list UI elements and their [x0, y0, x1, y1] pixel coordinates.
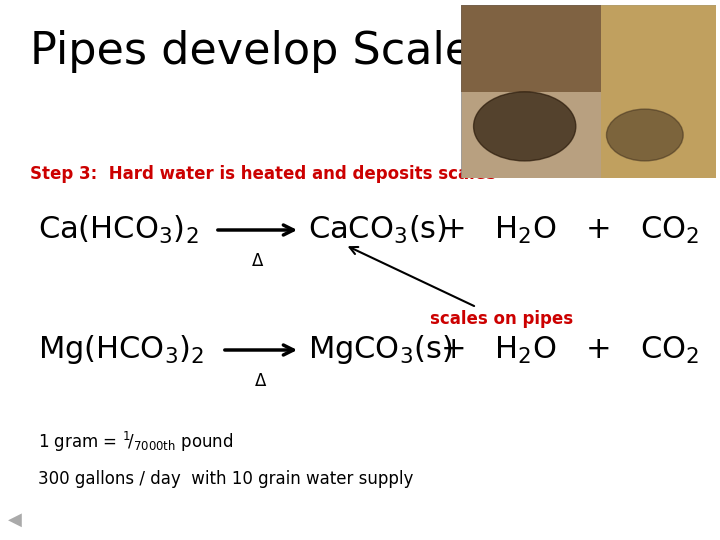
Text: scales on pipes: scales on pipes	[350, 247, 573, 328]
Text: Mg(HCO$_3)_2$: Mg(HCO$_3)_2$	[38, 334, 204, 367]
Text: Ca(HCO$_3)_2$: Ca(HCO$_3)_2$	[38, 214, 199, 246]
Text: Step 3:  Hard water is heated and deposits scales: Step 3: Hard water is heated and deposit…	[30, 165, 496, 183]
Text: MgCO$_3$(s): MgCO$_3$(s)	[308, 334, 453, 367]
Bar	[601, 5, 716, 178]
Bar	[461, 5, 601, 92]
Text: 1 gram = $^1\!/_{{7000\mathrm{th}}}$ pound: 1 gram = $^1\!/_{{7000\mathrm{th}}}$ pou…	[38, 430, 233, 454]
Circle shape	[606, 109, 683, 161]
Text: 300 gallons / day  with 10 grain water supply: 300 gallons / day with 10 grain water su…	[38, 470, 413, 488]
Text: $+$   H$_2$O   $+$   CO$_2$: $+$ H$_2$O $+$ CO$_2$	[440, 334, 699, 366]
Text: $+$   H$_2$O   $+$   CO$_2$: $+$ H$_2$O $+$ CO$_2$	[440, 214, 699, 246]
Text: CaCO$_3$(s): CaCO$_3$(s)	[308, 214, 447, 246]
Text: $\Delta$: $\Delta$	[254, 372, 268, 390]
Text: ◀: ◀	[8, 511, 22, 529]
Text: $\Delta$: $\Delta$	[251, 252, 264, 270]
Text: Pipes develop Scales: Pipes develop Scales	[30, 30, 495, 73]
Circle shape	[474, 92, 576, 161]
